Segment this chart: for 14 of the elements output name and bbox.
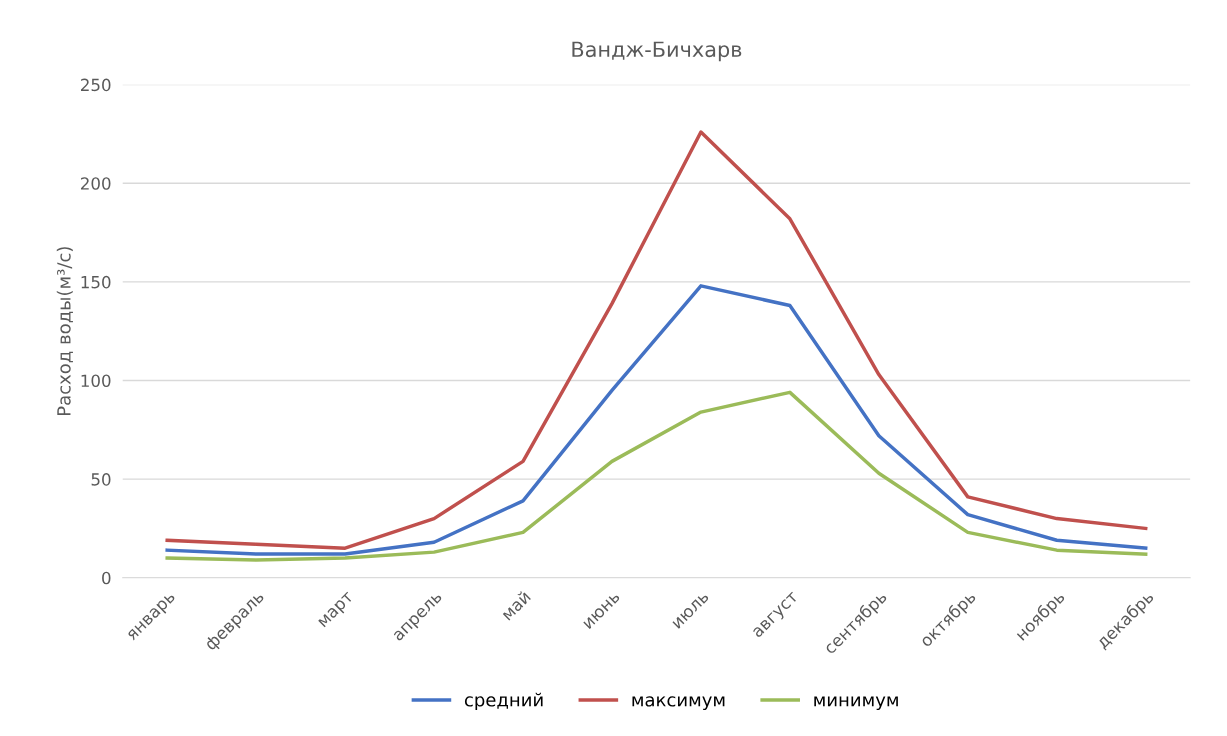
legend-label: максимум xyxy=(632,696,725,711)
y-tick-label: 250 xyxy=(81,78,111,92)
y-tick-label: 200 xyxy=(81,177,111,190)
y-tick-label: 150 xyxy=(81,275,111,289)
y-tick-label: 50 xyxy=(91,473,111,486)
line-series xyxy=(165,130,1148,550)
line-series xyxy=(165,390,1148,562)
y-axis-title: Расход воды(м³/с) xyxy=(56,247,73,416)
y-tick-label: 0 xyxy=(102,571,111,585)
y-tick-label: 100 xyxy=(81,374,111,388)
chart-title: Вандж-Бичхарв xyxy=(572,41,742,62)
legend-label: минимум xyxy=(814,696,898,711)
legend-label: средний xyxy=(464,692,543,711)
line-series xyxy=(165,284,1148,556)
